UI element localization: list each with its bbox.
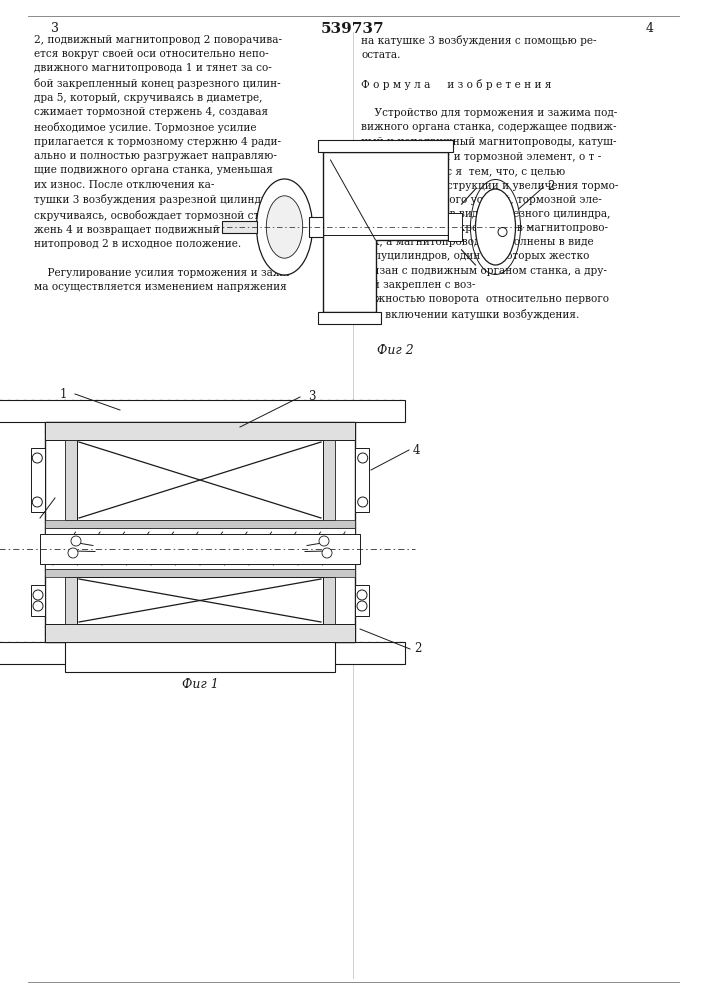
Polygon shape [355, 585, 369, 616]
Polygon shape [77, 577, 323, 624]
Polygon shape [31, 448, 45, 512]
Text: 3: 3 [51, 22, 59, 35]
Text: Фиг 1: Фиг 1 [182, 678, 218, 691]
Circle shape [358, 453, 368, 463]
Circle shape [319, 536, 329, 546]
Circle shape [33, 601, 43, 611]
Polygon shape [77, 440, 323, 520]
Circle shape [33, 453, 42, 463]
Polygon shape [0, 400, 405, 422]
Text: 2, подвижный магнитопровод 2 поворачива-
ется вокруг своей оси относительно непо: 2, подвижный магнитопровод 2 поворачива-… [34, 35, 293, 292]
Polygon shape [45, 422, 355, 440]
Circle shape [357, 601, 367, 611]
Polygon shape [317, 140, 452, 152]
Polygon shape [322, 152, 448, 312]
Text: 4: 4 [413, 444, 421, 456]
Polygon shape [65, 440, 77, 520]
Circle shape [71, 536, 81, 546]
Text: 539737: 539737 [321, 22, 385, 36]
Circle shape [33, 497, 42, 507]
Polygon shape [40, 534, 360, 564]
Ellipse shape [257, 179, 312, 275]
Polygon shape [323, 577, 335, 624]
Polygon shape [323, 440, 335, 520]
Polygon shape [45, 422, 355, 642]
Ellipse shape [476, 189, 515, 265]
Polygon shape [221, 221, 257, 233]
Ellipse shape [267, 196, 303, 258]
Text: Фиг 2: Фиг 2 [377, 344, 414, 357]
Text: на катушке 3 возбуждения с помощью ре-
остата.

Ф о р м у л а     и з о б р е т : на катушке 3 возбуждения с помощью ре- о… [361, 35, 619, 320]
Circle shape [33, 590, 43, 600]
Polygon shape [45, 624, 355, 642]
Polygon shape [317, 312, 380, 324]
Polygon shape [0, 642, 405, 664]
Text: 2: 2 [414, 643, 421, 656]
Text: 2: 2 [547, 180, 555, 194]
Text: 15: 15 [344, 212, 357, 221]
Text: 3: 3 [308, 390, 315, 403]
Polygon shape [355, 448, 369, 512]
Circle shape [322, 548, 332, 558]
Polygon shape [308, 217, 322, 237]
Circle shape [498, 228, 507, 236]
Polygon shape [448, 213, 462, 241]
Circle shape [358, 497, 368, 507]
Circle shape [68, 548, 78, 558]
Polygon shape [45, 520, 355, 528]
Circle shape [357, 590, 367, 600]
Polygon shape [45, 528, 355, 569]
Polygon shape [45, 569, 355, 577]
Text: 1: 1 [59, 387, 67, 400]
Polygon shape [65, 577, 77, 624]
Polygon shape [31, 585, 45, 616]
Text: 5: 5 [40, 491, 47, 504]
Text: 4: 4 [646, 22, 654, 35]
Polygon shape [65, 642, 335, 672]
